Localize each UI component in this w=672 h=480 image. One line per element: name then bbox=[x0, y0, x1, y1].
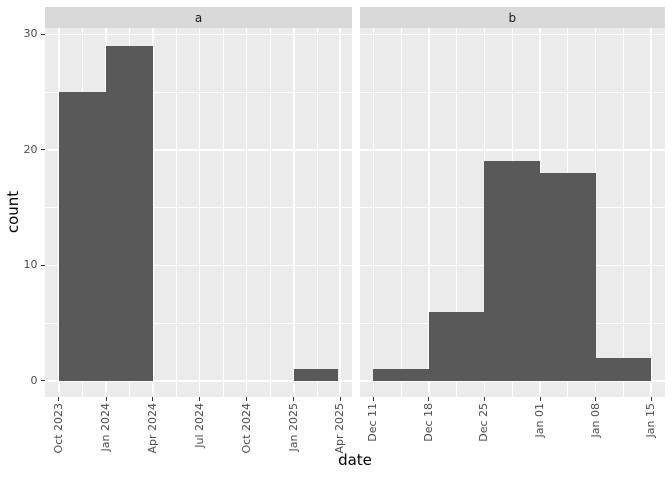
x-axis-tick bbox=[595, 396, 597, 401]
x-axis-tick bbox=[372, 396, 374, 401]
gridline-minor-y bbox=[45, 322, 352, 324]
y-axis-tick-label: 10 bbox=[23, 258, 38, 272]
gridline-major-y bbox=[45, 264, 352, 267]
x-axis-tick-label: Jan 08 bbox=[588, 402, 602, 437]
x-axis-tick bbox=[58, 396, 60, 401]
x-axis-tick-label: Apr 2024 bbox=[145, 402, 159, 454]
x-axis-tick bbox=[105, 396, 107, 401]
x-axis-tick-label: Jul 2024 bbox=[192, 402, 206, 448]
x-axis-tick bbox=[539, 396, 541, 401]
x-axis-tick bbox=[483, 396, 485, 401]
gridline-minor-x bbox=[400, 28, 402, 397]
histogram-bar bbox=[540, 172, 596, 381]
histogram-bar bbox=[595, 357, 652, 381]
gridline-minor-x bbox=[222, 28, 224, 397]
x-axis-tick bbox=[650, 396, 652, 401]
histogram-bar bbox=[428, 311, 485, 381]
y-axis-tick bbox=[40, 380, 45, 382]
gridline-major-y bbox=[45, 149, 352, 151]
x-axis-tick-label: Dec 25 bbox=[477, 402, 491, 442]
x-axis-tick-label: Jan 01 bbox=[532, 402, 546, 437]
x-axis-tick-label: Apr 2025 bbox=[333, 402, 347, 454]
gridline-major-x bbox=[198, 28, 201, 397]
gridline-major-x bbox=[293, 28, 295, 397]
facet-panel bbox=[45, 28, 352, 397]
gridline-major-y bbox=[45, 33, 352, 36]
y-axis-title: count bbox=[4, 190, 22, 234]
histogram-bar bbox=[484, 161, 540, 381]
facet-panel bbox=[359, 28, 665, 397]
histogram-bar bbox=[293, 369, 339, 381]
gridline-major-x bbox=[594, 28, 597, 397]
y-axis-tick-label: 0 bbox=[30, 373, 38, 387]
y-axis-tick-label: 20 bbox=[23, 142, 38, 156]
x-axis-tick-label: Jan 2024 bbox=[99, 402, 113, 451]
gridline-minor-x bbox=[175, 28, 177, 397]
gridline-major-x bbox=[372, 28, 375, 397]
gridline-major-y bbox=[45, 380, 352, 382]
x-axis-tick bbox=[428, 396, 430, 401]
facet-strip: a bbox=[45, 7, 352, 28]
x-axis-tick-label: Oct 2024 bbox=[239, 402, 253, 454]
gridline-major-x bbox=[650, 28, 652, 397]
y-axis-tick bbox=[40, 149, 45, 151]
x-axis-tick bbox=[152, 396, 154, 401]
gridline-minor-x bbox=[622, 28, 624, 397]
y-axis-tick-label: 30 bbox=[23, 27, 38, 41]
x-axis-tick bbox=[293, 396, 295, 401]
facet-strip-label: b bbox=[508, 10, 517, 25]
histogram-bar bbox=[106, 45, 153, 381]
x-axis-tick-label: Oct 2023 bbox=[51, 402, 65, 454]
gridline-minor-y bbox=[45, 207, 352, 209]
y-axis-tick bbox=[40, 33, 45, 35]
y-axis-tick bbox=[40, 264, 45, 266]
facet-strip-label: a bbox=[194, 10, 203, 25]
x-axis-tick-label: Dec 11 bbox=[366, 402, 380, 442]
gridline-major-x bbox=[428, 28, 430, 397]
gridline-minor-x bbox=[456, 28, 458, 397]
x-axis-tick-label: Jan 2025 bbox=[286, 402, 300, 451]
x-axis-tick-label: Dec 18 bbox=[421, 402, 435, 442]
gridline-minor-x bbox=[269, 28, 271, 397]
gridline-major-x bbox=[152, 28, 154, 397]
gridline-major-x bbox=[245, 28, 248, 397]
x-axis-tick bbox=[199, 396, 201, 401]
histogram-bar bbox=[58, 92, 107, 381]
x-axis-title: date bbox=[338, 451, 372, 469]
gridline-minor-x bbox=[316, 28, 318, 397]
x-axis-tick bbox=[246, 396, 248, 401]
histogram-bar bbox=[373, 369, 429, 381]
gridline-major-x bbox=[339, 28, 341, 397]
x-axis-tick bbox=[339, 396, 341, 401]
gridline-minor-y bbox=[45, 91, 352, 93]
facet-strip: b bbox=[359, 7, 665, 28]
x-axis-tick-label: Jan 15 bbox=[644, 402, 658, 437]
